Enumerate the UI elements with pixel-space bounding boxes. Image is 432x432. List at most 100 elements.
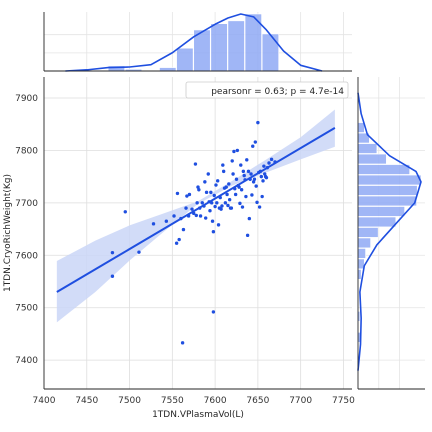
y-marginal-bar <box>357 174 422 186</box>
y-tick-label: 7500 <box>15 304 38 314</box>
x-tick-label: 7500 <box>118 396 141 406</box>
y-marginal-bar <box>357 237 371 249</box>
scatter-point <box>233 192 238 197</box>
scatter-point <box>260 194 264 199</box>
scatter-point <box>174 241 179 245</box>
x-marginal-bar <box>159 67 177 72</box>
scatter-point <box>180 341 185 345</box>
x-tick-label: 7650 <box>246 396 269 406</box>
scatter-point <box>242 173 246 178</box>
y-tick-labels: 7400 7500 7600 7700 7800 7900 <box>15 94 38 366</box>
scatter-point <box>196 185 200 189</box>
scatter-point <box>190 207 194 211</box>
scatter-point <box>185 194 189 198</box>
scatter-point <box>110 250 115 255</box>
scatter-point <box>267 161 271 165</box>
legend-frame <box>185 81 349 99</box>
scatter-point <box>175 191 180 196</box>
scatter-point <box>245 158 249 162</box>
scatter-point <box>221 163 225 167</box>
scatter-point <box>256 120 260 125</box>
y-tick-label: 7400 <box>15 356 38 366</box>
scatter-point <box>198 214 203 218</box>
scatter-point <box>151 222 156 226</box>
scatter-point <box>251 144 255 148</box>
x-tick-labels: 7400 7450 7500 7550 7600 7650 7700 7750 <box>33 396 356 406</box>
scatter-point <box>181 227 186 232</box>
scatter-point <box>237 185 241 189</box>
scatter-point <box>187 192 192 197</box>
scatter-point <box>214 183 218 187</box>
x-marginal-kde <box>65 13 323 72</box>
scatter-point <box>251 180 256 184</box>
scatter-point <box>240 205 245 209</box>
scatter-point <box>164 219 169 223</box>
scatter-point <box>204 216 208 220</box>
scatter-point <box>238 201 242 206</box>
scatter-point <box>172 214 176 218</box>
scatter-point <box>254 184 258 188</box>
scatter-point <box>269 157 274 162</box>
scatter-point <box>231 172 235 176</box>
y-marginal-kde <box>357 92 422 371</box>
scatter-point <box>239 163 243 167</box>
scatter-point <box>219 207 223 211</box>
scatter-point <box>195 201 199 205</box>
scatter-point <box>193 162 198 166</box>
y-marginal-bar <box>357 216 397 228</box>
x-marginal-bar <box>227 20 245 72</box>
scatter-point <box>203 180 207 184</box>
y-marginal-bar <box>357 153 387 165</box>
y-marginal-bar <box>357 143 378 154</box>
x-tick-label: 7750 <box>332 396 355 406</box>
scatter-point <box>225 192 229 197</box>
x-axis-label: 1TDN.VPlasmaVol(L) <box>152 410 244 420</box>
scatter-point <box>211 310 216 314</box>
scatter-point <box>184 206 188 210</box>
x-marginal-bar <box>176 47 194 72</box>
scatter-point <box>209 190 213 195</box>
scatter-point <box>235 148 240 153</box>
scatter-point <box>250 193 254 197</box>
scatter-point <box>239 188 244 192</box>
scatter-point <box>232 149 236 154</box>
scatter-point <box>226 203 230 208</box>
scatter-point <box>223 201 228 205</box>
x-marginal-histogram <box>43 12 352 72</box>
scatter-point <box>215 201 219 205</box>
y-marginal-bar <box>357 248 366 259</box>
scatter-point <box>263 172 267 176</box>
scatter-point <box>255 200 259 205</box>
legend-box: pearsonr = 0.63; p = 4.7e-14 <box>185 81 349 99</box>
scatter-point <box>220 204 224 208</box>
x-marginal-bars <box>107 13 279 72</box>
scatter-point <box>253 140 258 144</box>
y-axis-label: 1TDN.CryoRichWeight(Kg) <box>3 174 13 292</box>
pearson-annotation: pearsonr = 0.63; p = 4.7e-14 <box>211 87 344 97</box>
y-marginal-bar <box>357 122 365 133</box>
scatter-point <box>123 210 127 214</box>
y-marginal-grid <box>358 77 425 389</box>
regression-line <box>56 127 336 293</box>
y-tick-label: 7800 <box>15 146 38 156</box>
scatter-point <box>259 174 264 179</box>
scatter-point <box>257 205 262 209</box>
scatter-point <box>230 159 234 163</box>
x-tick-label: 7550 <box>161 396 184 406</box>
scatter-point <box>264 175 269 180</box>
main-plot-area <box>44 77 352 389</box>
x-tick-label: 7400 <box>33 396 56 406</box>
x-tick-label: 7700 <box>289 396 312 406</box>
y-marginal-bar <box>357 227 379 238</box>
scatter-point <box>212 193 216 198</box>
scatter-point <box>247 216 252 221</box>
x-tick-label: 7600 <box>204 396 227 406</box>
scatter-point <box>252 177 257 181</box>
y-tick-label: 7700 <box>15 199 38 209</box>
scatter-point <box>229 206 234 210</box>
x-tick-label: 7450 <box>75 396 98 406</box>
scatter-point <box>244 194 248 199</box>
y-marginal-bar <box>357 195 417 207</box>
y-tick-label: 7600 <box>15 251 38 261</box>
